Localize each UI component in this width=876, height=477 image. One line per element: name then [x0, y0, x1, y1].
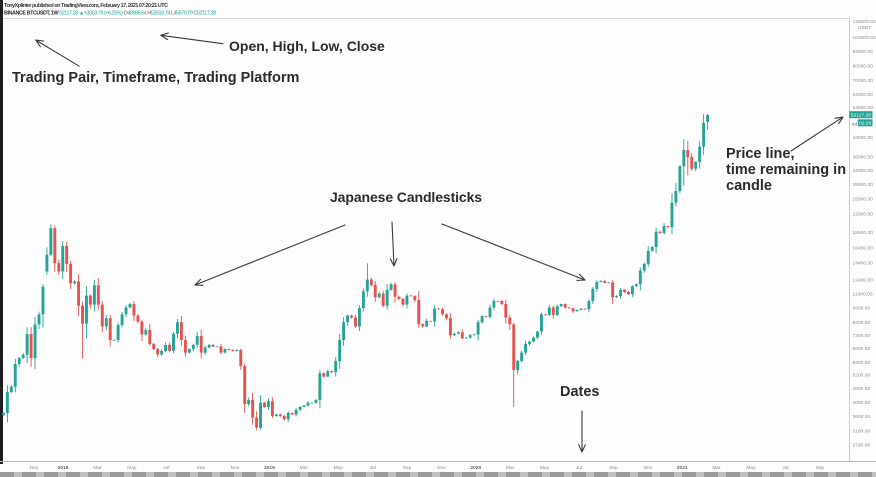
svg-text:70000.00: 70000.00	[853, 78, 874, 84]
svg-text:9600.00: 9600.00	[853, 306, 871, 312]
svg-text:3600.00: 3600.00	[853, 414, 871, 420]
svg-text:7300.00: 7300.00	[853, 333, 871, 339]
svg-text:Sep: Sep	[196, 465, 205, 471]
svg-text:Mar: Mar	[300, 465, 309, 471]
svg-text:Jul: Jul	[576, 465, 582, 471]
svg-text:43000.00: 43000.00	[853, 135, 874, 141]
svg-text:2780.00: 2780.00	[853, 442, 871, 448]
svg-text:4600.00: 4600.00	[853, 386, 871, 392]
svg-text:4000.00: 4000.00	[853, 400, 871, 406]
svg-text:Nov: Nov	[643, 465, 652, 471]
svg-text:BINANCE BTCUSDT, 1W 52117.28 ▲: BINANCE BTCUSDT, 1W 52117.28 ▲+3063.79 (…	[4, 11, 216, 17]
svg-text:Jul: Jul	[163, 465, 169, 471]
svg-text:62000.00: 62000.00	[853, 92, 874, 98]
svg-text:120000.00: 120000.00	[853, 19, 876, 25]
svg-text:18600.00: 18600.00	[853, 230, 874, 236]
svg-text:May: May	[746, 465, 756, 471]
svg-text:12400.00: 12400.00	[853, 277, 874, 283]
svg-text:May: May	[540, 465, 550, 471]
svg-text:104000.00: 104000.00	[853, 35, 876, 41]
svg-text:Mar: Mar	[506, 465, 515, 471]
svg-text:May: May	[334, 465, 344, 471]
svg-text:52117.28: 52117.28	[851, 113, 871, 119]
svg-text:28000.00: 28000.00	[853, 182, 874, 188]
svg-text:TonyXplinter published on Trad: TonyXplinter published on TradingView.co…	[4, 3, 168, 9]
svg-text:14400.00: 14400.00	[853, 261, 874, 267]
svg-text:80000.00: 80000.00	[853, 64, 874, 70]
svg-text:8200.00: 8200.00	[853, 320, 871, 326]
svg-text:3160.00: 3160.00	[853, 428, 871, 434]
svg-text:2018: 2018	[58, 465, 69, 471]
svg-text:36000.00: 36000.00	[853, 154, 874, 160]
svg-text:Nov: Nov	[231, 465, 240, 471]
svg-text:6600.00: 6600.00	[853, 346, 871, 352]
svg-text:32000.00: 32000.00	[853, 168, 874, 174]
svg-text:Mar: Mar	[93, 465, 102, 471]
svg-text:5800.00: 5800.00	[853, 360, 871, 366]
svg-text:4d: 4d	[852, 121, 858, 127]
svg-text:Nov: Nov	[30, 465, 39, 471]
svg-text:2020: 2020	[470, 465, 481, 471]
svg-text:16400.00: 16400.00	[853, 245, 874, 251]
svg-text:Mar: Mar	[712, 465, 721, 471]
svg-text:Sep: Sep	[609, 465, 618, 471]
svg-text:5200.00: 5200.00	[853, 373, 871, 379]
svg-text:Nov: Nov	[437, 465, 446, 471]
svg-text:22000.00: 22000.00	[853, 211, 874, 217]
svg-text:Jul: Jul	[369, 465, 375, 471]
svg-text:Sep: Sep	[403, 465, 412, 471]
svg-text:May: May	[127, 465, 137, 471]
svg-text:25000.00: 25000.00	[853, 197, 874, 203]
svg-text:USDT: USDT	[858, 25, 871, 31]
svg-text:Sep: Sep	[815, 465, 824, 471]
svg-text:2021: 2021	[677, 465, 688, 471]
svg-text:Jul: Jul	[782, 465, 788, 471]
svg-text:02:28: 02:28	[859, 121, 872, 127]
svg-text:92000.00: 92000.00	[853, 49, 874, 55]
svg-text:11000.00: 11000.00	[853, 292, 873, 298]
svg-text:54000.00: 54000.00	[853, 105, 874, 111]
svg-text:2019: 2019	[264, 465, 275, 471]
